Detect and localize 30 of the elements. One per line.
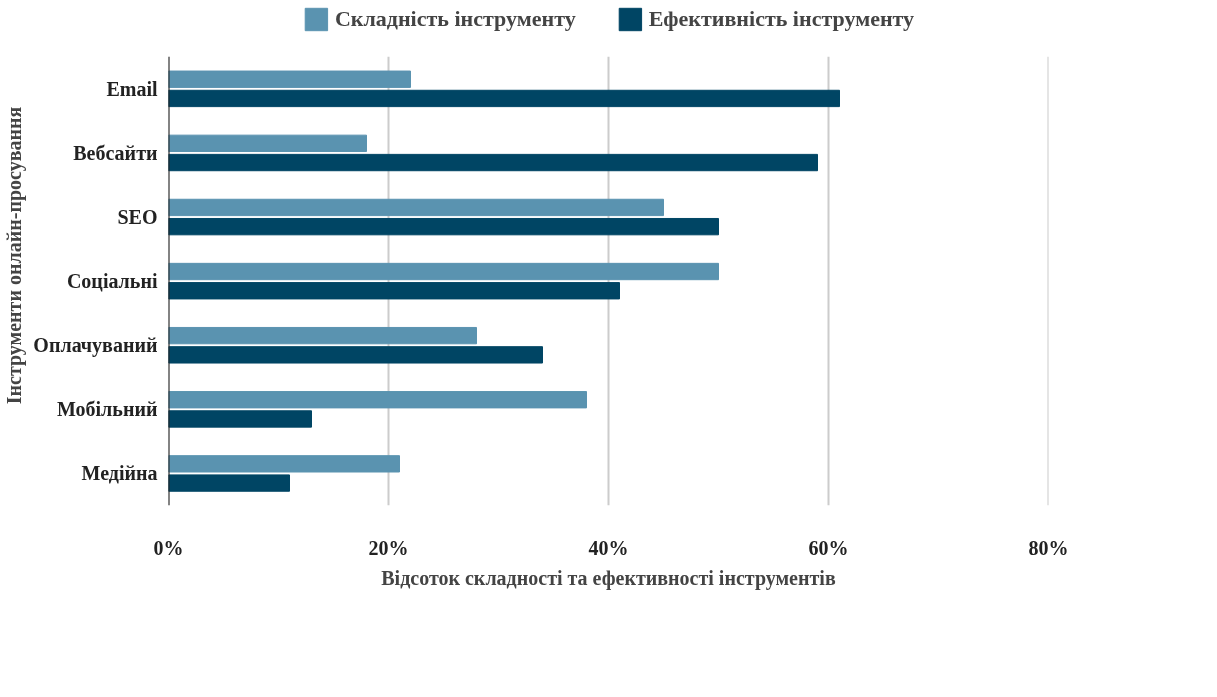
bar: [168, 153, 818, 172]
bar: [168, 391, 587, 409]
x-axis-title: Відсоток складності та ефективності інструментів: [381, 566, 836, 590]
y-tick-label: Вебсайти: [73, 141, 158, 164]
bar: [168, 474, 290, 492]
x-tick-label: 0%: [153, 536, 184, 559]
y-tick-label: Оплачуваний: [33, 334, 158, 358]
bar: [168, 282, 620, 300]
bar: [168, 410, 312, 428]
x-tick-label: 60%: [808, 536, 849, 559]
bar: [168, 198, 664, 217]
legend-label: Ефективність інструменту: [648, 6, 915, 32]
y-tick-label: Мобільний: [56, 398, 158, 421]
bar: [168, 70, 411, 88]
x-tick-label: 20%: [368, 536, 409, 559]
bar: [168, 262, 719, 281]
legend-label: Складність інструменту: [334, 6, 576, 32]
bar: [168, 89, 840, 108]
y-tick-label: Email: [106, 77, 158, 100]
bar: [168, 326, 477, 345]
y-tick-label: SEO: [117, 206, 158, 229]
bar: [168, 455, 400, 473]
bar: [168, 346, 543, 364]
x-tick-label: 80%: [1028, 536, 1069, 559]
x-tick-label: 40%: [588, 536, 629, 559]
y-tick-label: Соціальні: [66, 270, 158, 293]
y-tick-label: Медійна: [81, 462, 158, 485]
y-axis-title: Інструменти онлайн-просування: [3, 106, 27, 405]
bar: [168, 217, 719, 236]
bar: [168, 134, 367, 152]
